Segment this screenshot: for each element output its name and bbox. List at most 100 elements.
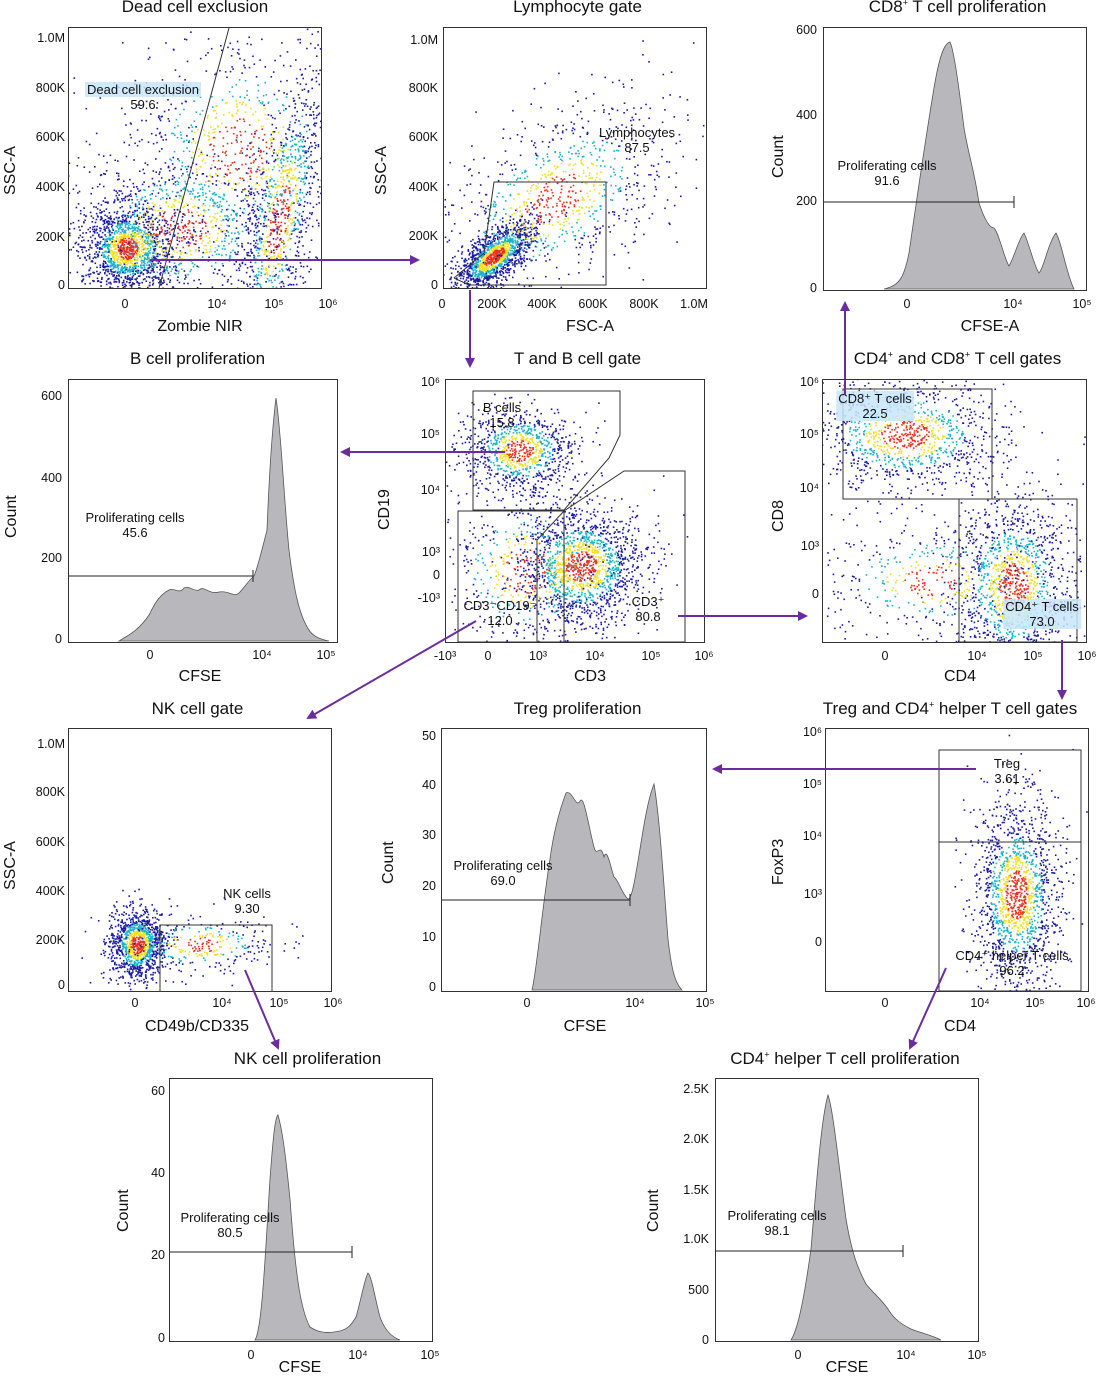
density-point [277, 263, 280, 265]
density-point [123, 141, 126, 144]
density-point [141, 229, 143, 232]
density-point [191, 262, 194, 264]
density-point [113, 259, 116, 261]
density-point [124, 196, 127, 199]
density-point [494, 234, 497, 237]
density-point [238, 168, 240, 170]
density-point [114, 245, 116, 247]
density-point [496, 259, 498, 261]
density-point [149, 272, 152, 274]
density-point [105, 220, 108, 223]
density-point [143, 256, 146, 259]
density-point [277, 200, 279, 202]
density-point [266, 118, 269, 120]
density-point [305, 193, 308, 196]
density-point [514, 247, 516, 250]
density-point [143, 266, 146, 269]
density-point [484, 235, 487, 237]
density-point [514, 246, 516, 249]
density-point [173, 205, 176, 208]
density-point [165, 222, 167, 224]
density-point [162, 139, 164, 141]
density-point [523, 222, 525, 225]
density-point [535, 234, 537, 237]
density-point [522, 234, 524, 236]
density-point [241, 211, 244, 214]
density-point [235, 253, 237, 256]
density-point [536, 241, 538, 243]
density-point [174, 126, 176, 129]
density-point [171, 228, 174, 231]
density-point [166, 229, 169, 232]
density-point [191, 130, 193, 133]
density-point [176, 237, 179, 239]
density-point [144, 278, 146, 280]
density-point [150, 270, 153, 273]
density-point [93, 232, 96, 234]
density-point [237, 48, 240, 51]
density-point [204, 184, 206, 186]
density-point [254, 224, 256, 227]
density-point [491, 226, 494, 228]
density-point [276, 191, 278, 194]
density-point [511, 250, 513, 252]
density-point [221, 49, 223, 52]
density-point [178, 201, 180, 203]
density-point [284, 217, 287, 219]
density-point [168, 169, 171, 172]
density-point [122, 230, 124, 233]
density-point [239, 130, 241, 133]
density-point [132, 182, 134, 185]
density-point [176, 136, 179, 139]
density-point [146, 211, 149, 214]
density-point [118, 275, 120, 277]
density-point [208, 135, 211, 138]
density-point [223, 240, 226, 242]
density-point [236, 183, 239, 186]
density-point [148, 264, 150, 266]
density-point [307, 165, 310, 167]
density-point [115, 190, 117, 192]
density-point [280, 257, 282, 259]
density-point [123, 222, 126, 225]
density-point [118, 274, 120, 276]
density-point [165, 269, 168, 271]
density-point [162, 242, 164, 245]
density-point [262, 209, 264, 212]
density-point [193, 205, 196, 207]
density-point [92, 257, 95, 260]
density-point [250, 167, 252, 170]
density-point [150, 243, 152, 245]
density-point [298, 221, 300, 223]
density-point [300, 145, 302, 148]
density-point [196, 211, 198, 213]
density-point [265, 240, 268, 242]
density-point [491, 247, 493, 250]
density-point [490, 276, 493, 278]
density-point [110, 260, 113, 262]
density-point [502, 248, 504, 251]
density-point [110, 217, 112, 220]
density-point [222, 265, 224, 267]
density-point [490, 285, 493, 287]
density-point [212, 272, 215, 274]
density-point [115, 216, 118, 219]
density-point [257, 252, 260, 254]
density-point [104, 261, 106, 263]
density-point [69, 249, 70, 251]
density-point [243, 120, 246, 123]
density-point [156, 277, 158, 279]
density-point [318, 83, 321, 86]
density-point [240, 200, 243, 202]
density-point [129, 255, 131, 258]
density-point [172, 266, 175, 268]
density-point [276, 193, 278, 196]
density-point [197, 214, 200, 217]
density-point [294, 223, 297, 225]
density-point [272, 138, 275, 140]
density-point [253, 136, 255, 138]
density-point [300, 177, 303, 180]
density-point [282, 150, 284, 153]
density-point [296, 211, 299, 214]
density-point [216, 272, 219, 275]
